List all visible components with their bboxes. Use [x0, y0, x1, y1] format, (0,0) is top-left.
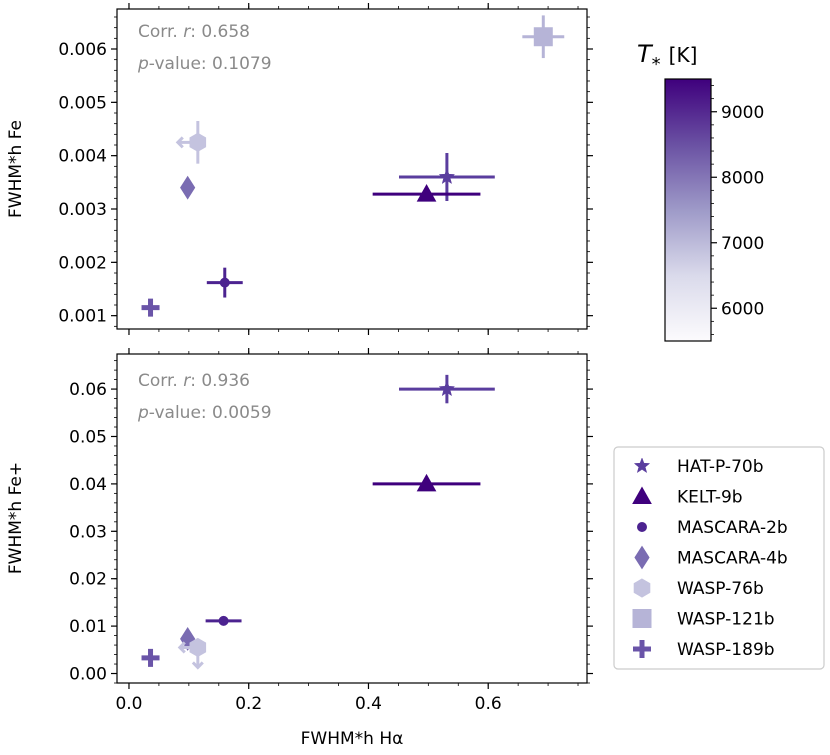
panel-feplus-pvalue: p-value: 0.0059	[137, 403, 272, 423]
point-mascara-2b-marker	[218, 615, 229, 626]
x-tick-label: 0.4	[355, 694, 382, 714]
y-tick-label: 0.02	[69, 570, 107, 590]
legend-marker-mascara-4b	[634, 545, 650, 570]
legend-label: WASP-121b	[677, 610, 775, 630]
y-tick-label: 0.006	[58, 40, 107, 60]
point-wasp-121b	[522, 15, 565, 59]
y-tick-label: 0.06	[69, 380, 107, 400]
y-tick-label: 0.005	[58, 93, 107, 113]
point-mascara-4b-marker	[180, 175, 196, 200]
x-axis-title: FWHM*h Hα	[301, 729, 404, 749]
legend-marker-hat-p-70b	[633, 457, 651, 474]
y-tick-label: 0.004	[58, 147, 107, 167]
colorbar-tick-label: 8000	[721, 168, 764, 188]
colorbar-tick-label: 6000	[721, 299, 764, 319]
panel-feplus-ticks: 0.00 0.01 0.02 0.03 0.04 0.05 0.06 0.0 0.2 0.4 0.6	[69, 348, 593, 714]
y-tick-label: 0.04	[69, 475, 107, 495]
legend-frame	[613, 446, 825, 670]
panel-fe: 0.001 0.002 0.003 0.004 0.005 0.006 Corr. r: …	[6, 3, 593, 335]
x-tick-label: 0.6	[475, 694, 502, 714]
y-tick-label: 0.00	[69, 665, 107, 685]
panel-feplus: 0.00 0.01 0.02 0.03 0.04 0.05 0.06 0.0 0.2 0.4 0.6…	[6, 348, 593, 714]
panel-fe-ylabel: FWHM*h Fe	[6, 120, 26, 218]
x-tick-label: 0.2	[235, 694, 262, 714]
y-tick-label: 0.01	[69, 617, 107, 637]
point-wasp-76b-marker	[189, 637, 207, 657]
panel-fe-markers	[141, 15, 565, 317]
legend-label: WASP-189b	[677, 640, 775, 660]
colorbar-gradient	[664, 78, 712, 342]
point-wasp-76b	[175, 121, 207, 164]
legend: HAT-P-70b KELT-9b MASCARA-2b MASCARA-4b WASP…	[613, 446, 825, 670]
legend-entry-wasp-76b: WASP-76b	[633, 578, 764, 599]
point-kelt-9b	[372, 184, 481, 202]
point-wasp-189b-marker	[141, 648, 160, 667]
point-mascara-4b	[180, 175, 196, 200]
panel-fe-pvalue: p-value: 0.1079	[137, 54, 272, 74]
point-wasp-76b	[177, 637, 207, 670]
point-mascara-2b	[206, 267, 243, 298]
legend-entry-wasp-121b: WASP-121b	[632, 609, 775, 630]
point-mascara-2b-marker	[219, 277, 230, 288]
colorbar-ticks: 6000 7000 8000 9000	[711, 85, 764, 335]
x-tick-label: 0.0	[115, 694, 142, 714]
point-wasp-121b-marker	[533, 27, 553, 47]
legend-entry-hat-p-70b: HAT-P-70b	[633, 457, 764, 477]
y-tick-label: 0.05	[69, 427, 107, 447]
legend-label: MASCARA-4b	[677, 549, 788, 569]
legend-marker-wasp-76b	[633, 578, 651, 598]
point-wasp-189b	[141, 648, 160, 667]
point-wasp-189b	[141, 298, 160, 317]
point-kelt-9b	[372, 473, 481, 492]
legend-label: MASCARA-2b	[677, 518, 788, 538]
colorbar-title: T* [K]	[637, 40, 697, 75]
legend-entry-kelt-9b: KELT-9b	[632, 486, 743, 508]
point-kelt-9b-marker	[416, 473, 437, 492]
legend-marker-kelt-9b	[632, 486, 652, 504]
y-tick-label: 0.001	[58, 307, 107, 327]
point-wasp-76b-marker	[189, 132, 207, 152]
panel-feplus-frame	[116, 353, 588, 684]
legend-entry-mascara-4b: MASCARA-4b	[634, 545, 788, 570]
y-tick-label: 0.03	[69, 522, 107, 542]
panel-feplus-markers	[141, 374, 495, 670]
y-tick-label: 0.003	[58, 200, 107, 220]
point-wasp-76b-xlimit-head	[177, 641, 186, 654]
legend-entries: HAT-P-70b KELT-9b MASCARA-2b MASCARA-4b WASP…	[632, 457, 788, 660]
legend-marker-mascara-2b	[637, 522, 647, 532]
y-tick-label: 0.002	[58, 253, 107, 273]
legend-entry-mascara-2b: MASCARA-2b	[637, 518, 788, 538]
legend-marker-wasp-121b	[632, 609, 652, 628]
point-hat-p-70b-marker	[438, 380, 456, 397]
panel-fe-corr: Corr. r: 0.658	[138, 22, 250, 42]
point-wasp-76b-xlimit-head	[175, 136, 184, 149]
point-hat-p-70b-marker	[438, 168, 456, 185]
legend-label: HAT-P-70b	[677, 457, 764, 477]
panel-fe-ticks: 0.001 0.002 0.003 0.004 0.005 0.006	[58, 3, 593, 335]
point-hat-p-70b	[399, 374, 495, 404]
colorbar: T* [K] 6000 7000 8000 9000	[637, 40, 764, 342]
panel-fe-frame	[116, 8, 588, 330]
legend-marker-wasp-189b	[633, 640, 651, 658]
colorbar-tick-label: 7000	[721, 234, 764, 254]
point-kelt-9b-marker	[416, 184, 437, 202]
point-mascara-2b	[205, 615, 242, 626]
legend-entry-wasp-189b: WASP-189b	[633, 640, 775, 660]
colorbar-tick-label: 9000	[721, 103, 764, 123]
point-wasp-189b-marker	[141, 298, 160, 317]
point-wasp-76b-ylimit-head	[191, 661, 204, 670]
panel-feplus-corr: Corr. r: 0.936	[138, 371, 250, 391]
panel-feplus-ylabel: FWHM*h Fe+	[6, 462, 26, 574]
legend-label: WASP-76b	[677, 579, 764, 599]
legend-label: KELT-9b	[677, 488, 743, 508]
